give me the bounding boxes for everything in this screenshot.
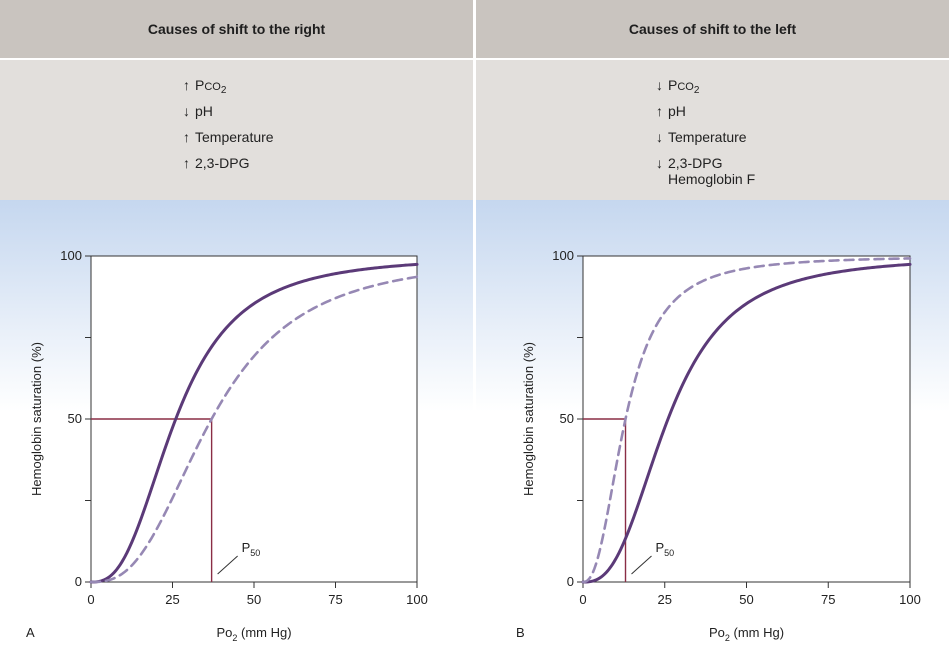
panel-divider <box>473 0 476 661</box>
cause-pco2: ↑ PCO2 <box>183 72 274 98</box>
x-axis-label: Po2 (mm Hg) <box>216 625 291 643</box>
y-tick-label: 0 <box>567 574 574 589</box>
causes-left-shift: ↓ PCO2 ↑ pH ↓ Temperature ↓ 2,3-DPG Hemoglob… <box>476 60 949 200</box>
x-tick-label: 0 <box>87 592 94 607</box>
panel-a: Causes of shift to the right ↑ PCO2 ↓ pH ↑… <box>0 0 473 661</box>
header-left-shift: Causes of shift to the left <box>476 0 949 58</box>
y-tick-label: 0 <box>75 574 82 589</box>
panel-b: Causes of shift to the left ↓ PCO2 ↑ pH ↓ T… <box>476 0 949 661</box>
plot-frame <box>582 255 911 583</box>
graph-area-a: 0 50 100 0 25 50 75 100 Po2 (mm Hg) Hemoglobin sa… <box>0 200 473 661</box>
arrow-icon: ↓ <box>656 77 663 93</box>
curve-normal <box>89 262 419 584</box>
x-tick-label: 50 <box>739 592 753 607</box>
arrow-icon: ↓ <box>656 129 663 145</box>
arrow-icon: ↓ <box>183 103 190 119</box>
graph-area-b: 0 50 100 0 25 50 75 100 Po2 (mm Hg) Hemoglobin sa… <box>476 200 949 661</box>
x-axis-label: Po2 (mm Hg) <box>709 625 784 643</box>
panel-letter: A <box>26 625 35 640</box>
x-tick-label: 25 <box>165 592 179 607</box>
curve-shifted-left <box>581 257 912 584</box>
chart-b: 0 50 100 0 25 50 75 100 Po2 (mm Hg) Hemoglobin sa… <box>516 248 921 643</box>
x-tick-label: 100 <box>406 592 428 607</box>
cause-temperature: ↓ Temperature <box>656 124 755 150</box>
p50-label: P50 <box>242 540 261 558</box>
chart-a: 0 50 100 0 25 50 75 100 Po2 (mm Hg) Hemoglobin sa… <box>26 248 428 643</box>
y-axis-label: Hemoglobin saturation (%) <box>29 342 44 496</box>
arrow-icon: ↑ <box>183 155 190 171</box>
x-tick-label: 0 <box>579 592 586 607</box>
y-tick-label: 100 <box>552 248 574 263</box>
curve-normal <box>581 262 912 584</box>
x-tick-label: 100 <box>899 592 921 607</box>
x-tick-label: 50 <box>247 592 261 607</box>
y-tick-label: 100 <box>60 248 82 263</box>
panel-letter: B <box>516 625 525 640</box>
arrow-icon: ↑ <box>183 129 190 145</box>
x-tick-label: 75 <box>821 592 835 607</box>
header-right-shift: Causes of shift to the right <box>0 0 473 58</box>
x-tick-label: 75 <box>328 592 342 607</box>
cause-pco2: ↓ PCO2 <box>656 72 755 98</box>
y-tick-label: 50 <box>560 411 574 426</box>
cause-temperature: ↑ Temperature <box>183 124 274 150</box>
cause-ph: ↑ pH <box>656 98 755 124</box>
curve-shifted-right <box>89 275 419 584</box>
p50-leader-line <box>631 555 652 575</box>
arrow-icon: ↓ <box>656 155 663 171</box>
y-axis-label: Hemoglobin saturation (%) <box>521 342 536 496</box>
x-tick-label: 25 <box>658 592 672 607</box>
arrow-icon: ↑ <box>656 103 663 119</box>
arrow-icon: ↑ <box>183 77 190 93</box>
cause-ph: ↓ pH <box>183 98 274 124</box>
y-tick-label: 50 <box>68 411 82 426</box>
cause-dpg: ↓ 2,3-DPG <box>656 150 755 176</box>
causes-right-shift: ↑ PCO2 ↓ pH ↑ Temperature ↑ 2,3-DPG <box>0 60 473 200</box>
cause-hemoglobin-f: Hemoglobin F <box>668 171 756 187</box>
p50-leader-line <box>217 555 238 575</box>
cause-dpg: ↑ 2,3-DPG <box>183 150 274 176</box>
p50-label: P50 <box>656 540 675 558</box>
